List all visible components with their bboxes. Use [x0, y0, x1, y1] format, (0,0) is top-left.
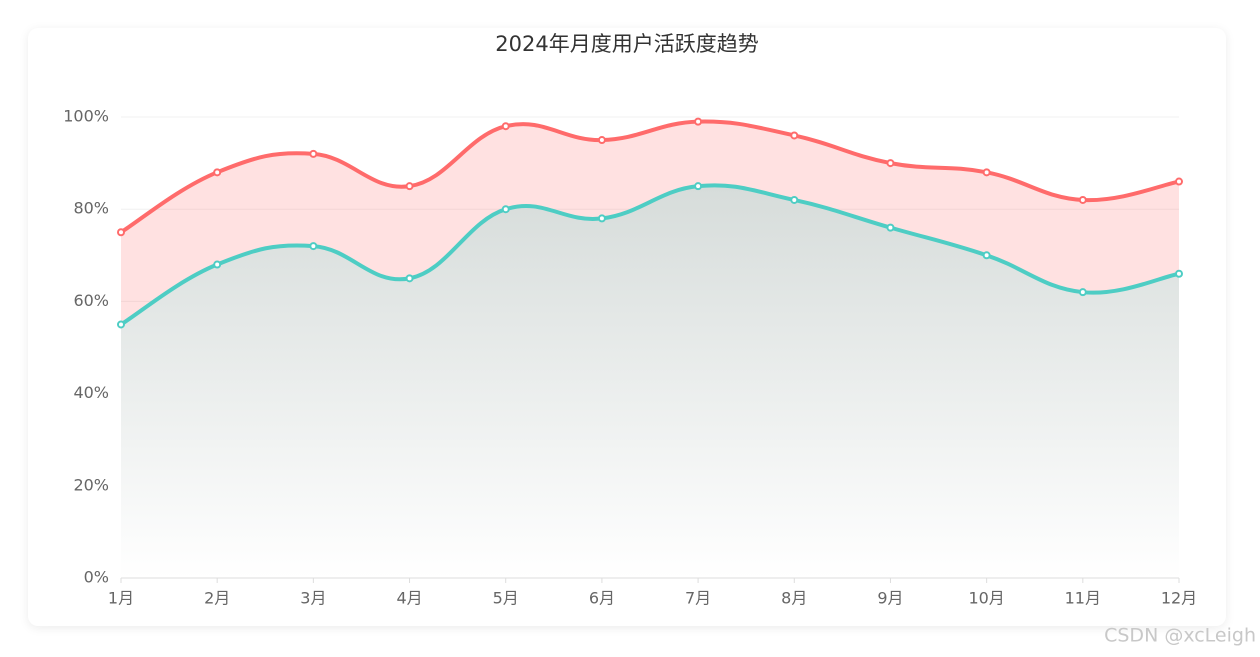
x-tick-label: 7月	[685, 589, 711, 608]
point	[117, 320, 125, 329]
point	[694, 117, 703, 126]
point	[309, 242, 318, 251]
point	[886, 159, 895, 168]
point	[597, 214, 606, 223]
point	[213, 168, 222, 177]
point	[1078, 195, 1087, 204]
point	[982, 251, 991, 260]
line	[119, 183, 1180, 327]
point	[1078, 288, 1087, 297]
point	[213, 260, 222, 269]
point	[501, 122, 510, 131]
x-tick-label: 2月	[204, 589, 230, 608]
x-tick-label: 11月	[1065, 589, 1101, 608]
point	[790, 131, 799, 140]
x-tick-label: 1月	[108, 589, 134, 608]
point	[790, 195, 799, 204]
point	[982, 168, 991, 177]
y-tick-label: 60%	[73, 291, 109, 310]
point	[1175, 177, 1183, 186]
x-tick-label: 9月	[877, 589, 903, 608]
x-tick-label: 3月	[300, 589, 326, 608]
y-tick-label: 40%	[73, 383, 109, 402]
point	[886, 223, 895, 232]
point	[501, 205, 510, 214]
y-tick-label: 20%	[73, 475, 109, 494]
y-tick-label: 0%	[84, 568, 109, 587]
x-tick-label: 12月	[1161, 589, 1197, 608]
x-tick-label: 4月	[396, 589, 422, 608]
x-tick-label: 8月	[781, 589, 807, 608]
point	[309, 149, 318, 158]
y-tick-label: 100%	[63, 107, 109, 126]
x-tick-label: 10月	[968, 589, 1004, 608]
chart-title: 2024年月度用户活跃度趋势	[495, 32, 758, 56]
point	[405, 182, 414, 191]
point	[117, 228, 125, 237]
area	[121, 185, 1179, 578]
point	[597, 136, 606, 145]
watermark: CSDN @xcLeigh	[1104, 625, 1256, 647]
y-tick-label: 80%	[73, 199, 109, 218]
x-tick-label: 6月	[589, 589, 615, 608]
point	[405, 274, 414, 283]
line	[119, 119, 1180, 234]
point	[694, 182, 703, 191]
point	[1175, 269, 1183, 278]
x-tick-label: 5月	[493, 589, 519, 608]
